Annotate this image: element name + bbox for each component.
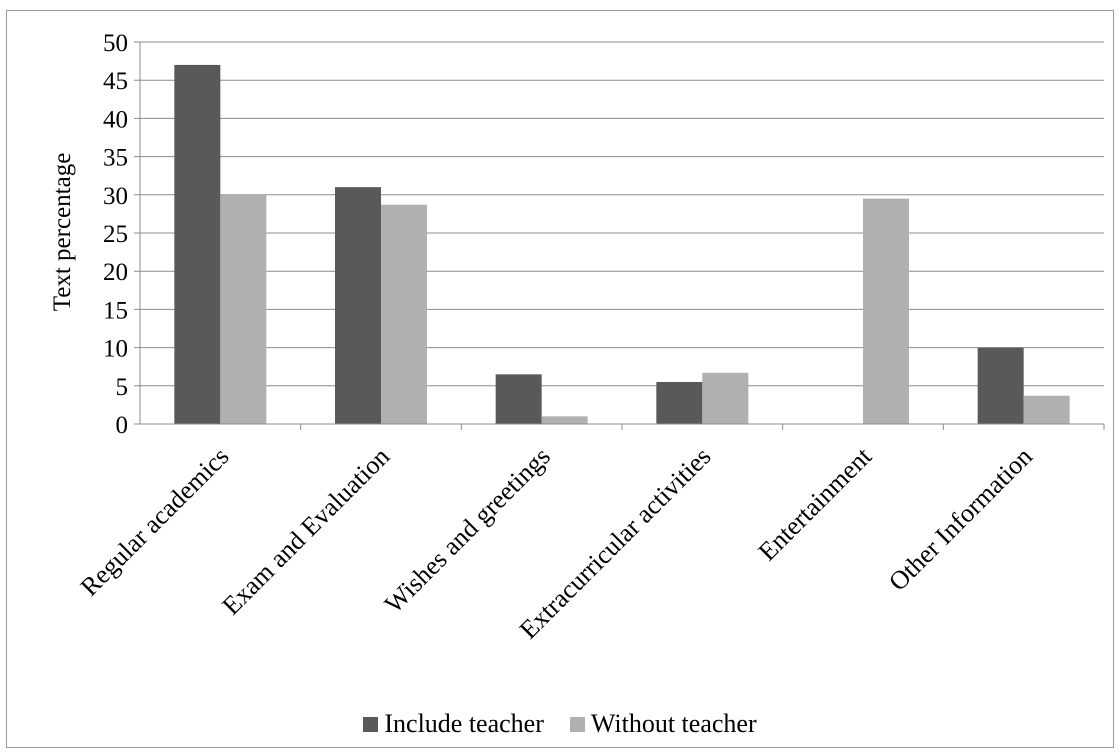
- y-tick-label: 15: [103, 297, 128, 324]
- legend-label: Without teacher: [590, 709, 757, 738]
- gridlines: [140, 41, 1104, 387]
- legend: Include teacher Without teacher: [0, 706, 1120, 742]
- y-tick-label: 5: [116, 374, 129, 401]
- x-tick-label: Exam and Evaluation: [216, 442, 395, 621]
- y-tick-labels: 0 5 10 15 20 25 30 35 40 45 50: [103, 30, 128, 439]
- bar: [335, 187, 381, 424]
- legend-swatch: [569, 716, 585, 732]
- x-tick-label: Wishes and greetings: [379, 442, 556, 619]
- y-tick-label: 40: [103, 106, 128, 133]
- y-tick-label: 20: [103, 259, 128, 286]
- bar: [1023, 395, 1070, 424]
- y-tick-label: 45: [103, 68, 128, 95]
- bar: [174, 64, 221, 425]
- y-tick-label: 25: [103, 221, 128, 248]
- y-tick-label: 30: [103, 183, 128, 210]
- legend-entry: Include teacher: [363, 709, 544, 739]
- bar: [381, 204, 427, 424]
- bar: [702, 372, 749, 424]
- y-tick-label: 50: [103, 30, 128, 57]
- x-tick-label: Regular academics: [75, 442, 235, 602]
- y-tick-label: 10: [103, 336, 128, 363]
- bar: [220, 194, 267, 424]
- bar: [863, 198, 909, 424]
- y-tick-label: 0: [116, 412, 129, 439]
- bar: [495, 374, 542, 424]
- bar: [656, 381, 703, 424]
- legend-entry: Without teacher: [569, 709, 757, 739]
- y-tick-label: 35: [103, 145, 128, 172]
- x-tick-label: Entertainment: [753, 441, 878, 566]
- legend-swatch: [363, 716, 379, 732]
- legend-label: Include teacher: [384, 709, 544, 738]
- bars: [174, 64, 1070, 425]
- x-tick-label: Other Information: [883, 442, 1038, 597]
- bar: [977, 347, 1024, 424]
- y-axis-label: Text percentage: [49, 153, 76, 312]
- bar: [541, 416, 588, 424]
- axes: [134, 41, 1105, 430]
